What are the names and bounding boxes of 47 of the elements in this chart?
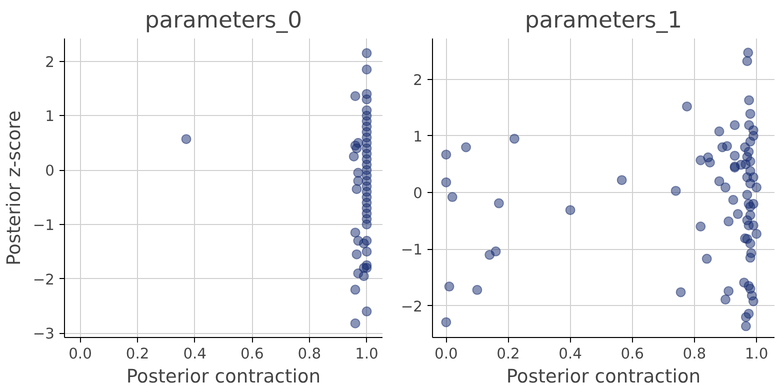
x-tick-label: 0.4 (183, 346, 207, 362)
x-tick-label: 0.8 (298, 346, 322, 362)
point (358, 262, 369, 273)
point (181, 134, 192, 144)
y-tick-label: −3 (32, 326, 55, 343)
y-tick-label: −2 (32, 271, 55, 288)
x-tick-label: 0.2 (496, 346, 520, 362)
point (362, 219, 372, 230)
x-axis-title: Posterior contraction (506, 366, 701, 388)
y-tick-label: 2 (45, 54, 55, 71)
point (358, 238, 369, 248)
point (358, 271, 369, 282)
y-tick-label: 1 (45, 108, 55, 126)
point (352, 184, 362, 194)
point (352, 143, 362, 154)
chart-title: parameters_1 (524, 8, 682, 34)
x-axis-title: Posterior contraction (126, 366, 321, 388)
x-tick-label: 0.0 (68, 346, 92, 362)
y-tick-label: 0 (413, 185, 423, 202)
point (352, 249, 362, 260)
point (362, 306, 372, 316)
point (362, 94, 372, 104)
x-tick-label: 0.6 (620, 346, 644, 362)
chart-title: parameters_0 (144, 8, 302, 34)
y-tick-label: 0 (45, 162, 55, 180)
x-tick-label: 0.8 (682, 346, 706, 362)
y-tick-label: 1 (413, 128, 423, 146)
point (348, 151, 359, 162)
point (350, 318, 360, 328)
y-tick-label: −2 (400, 298, 423, 316)
y-tick-label: −1 (32, 216, 55, 234)
y-tick-label: 2 (413, 72, 423, 89)
point (353, 168, 364, 178)
x-tick-label: 0.6 (240, 346, 264, 362)
x-tick-label: 1.0 (744, 346, 768, 362)
x-tick-label: 0.4 (558, 346, 582, 362)
point (362, 64, 372, 74)
point (350, 91, 360, 102)
point (362, 48, 372, 58)
x-tick-label: 0.2 (126, 346, 150, 362)
point (362, 246, 372, 257)
y-tick-label: −1 (400, 242, 423, 259)
point (350, 284, 360, 295)
point (350, 228, 360, 238)
y-axis-title: Posterior z-score (4, 110, 25, 266)
x-tick-label: 1.0 (355, 346, 378, 362)
x-tick-label: 0.0 (434, 346, 458, 362)
